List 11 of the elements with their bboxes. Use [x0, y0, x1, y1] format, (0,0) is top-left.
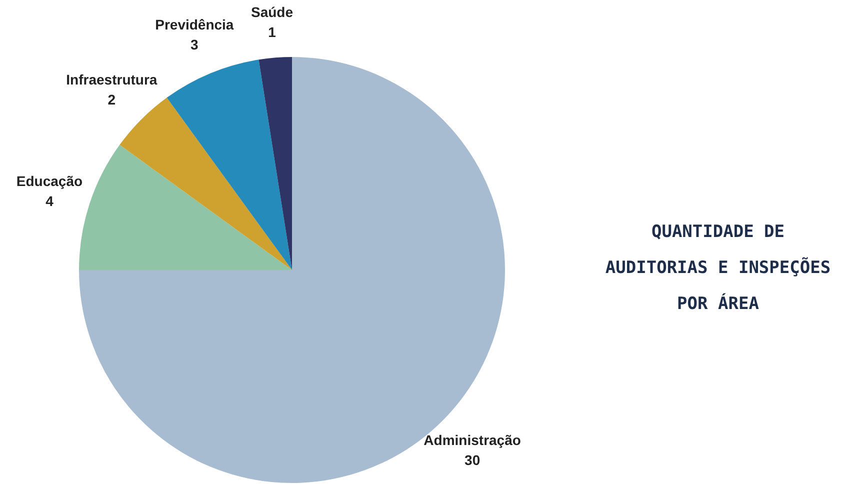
text: QUANTIDADE DE AUDITORIAS E INSPEÇÕES POR ÁREA — [604, 221, 832, 316]
data-label: 2 — [108, 92, 116, 108]
slice-label: Administração — [424, 432, 521, 448]
data-label: 3 — [190, 36, 199, 52]
data-label: 4 — [46, 193, 54, 210]
slice-label: Saúde — [250, 4, 294, 20]
data-label: 1 — [268, 24, 276, 40]
slice-label: Educação — [16, 173, 83, 190]
slice-label: Infraestrutura — [66, 72, 158, 88]
slice-label: Previdência — [155, 16, 234, 32]
data-label: 30 — [464, 452, 480, 468]
